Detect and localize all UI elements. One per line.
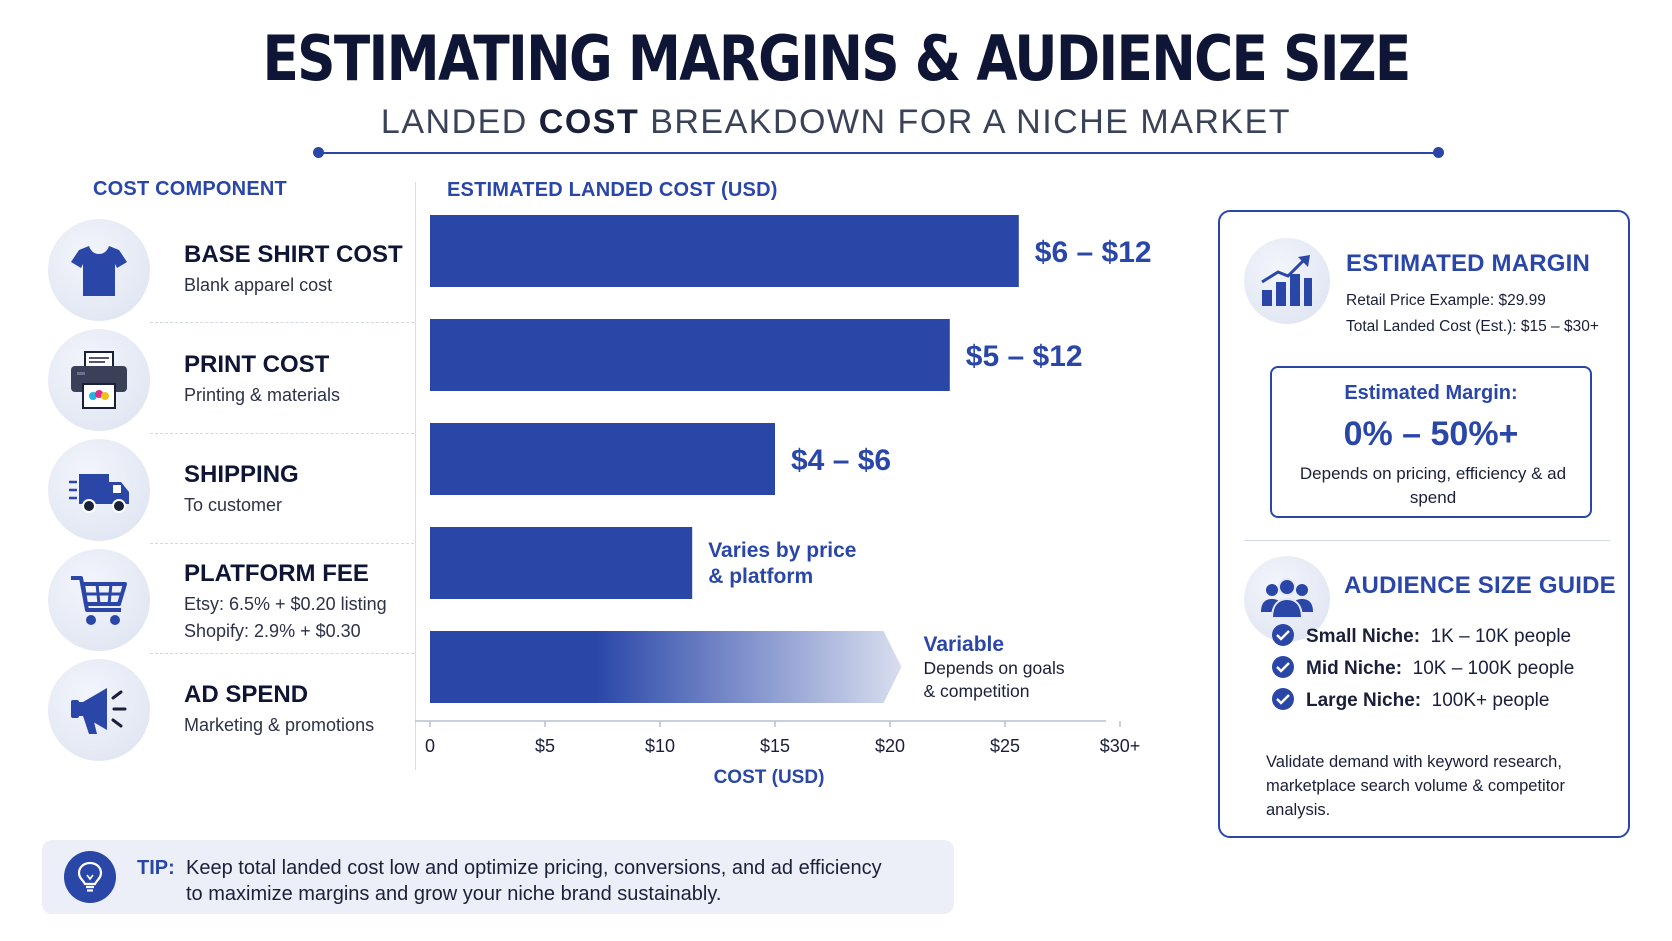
component-row-ad-spend: AD SPEND Marketing & promotions (48, 656, 414, 762)
estimated-margin-title: ESTIMATED MARGIN (1346, 250, 1591, 277)
row-separator (150, 322, 414, 323)
component-row-base-shirt: BASE SHIRT COST Blank apparel cost (48, 216, 414, 322)
bar-value-label-0: $6 – $12 (1035, 236, 1152, 269)
component-title: BASE SHIRT COST (184, 241, 403, 268)
row-separator (150, 433, 414, 434)
component-row-shipping: SHIPPING To customer (48, 436, 414, 542)
bar-value-label-3-0: Varies by price (708, 539, 856, 562)
margin-box-value: 0% – 50%+ (1343, 415, 1519, 453)
bar-value-label-4-0: Variable (924, 633, 1005, 656)
cost-component-heading: COST COMPONENT (93, 178, 287, 200)
people-group-icon (1244, 556, 1330, 642)
total-landed-cost: Total Landed Cost (Est.): $15 – $30+ (1346, 318, 1599, 335)
audience-item-label: Large Niche: (1306, 690, 1422, 711)
bar-value-label-4-2: & competition (924, 681, 1030, 701)
bar-value-label-3-1: & platform (708, 565, 813, 588)
lightbulb-icon (64, 851, 116, 903)
audience-item-value: 10K – 100K people (1412, 658, 1575, 679)
audience-item-large: Large Niche: 100K+ people (1272, 688, 1549, 712)
margin-box-label: Estimated Margin: (1344, 382, 1518, 404)
rule-dot-left (313, 147, 324, 158)
component-desc: Marketing & promotions (184, 715, 375, 735)
component-title: PLATFORM FEE (184, 560, 369, 587)
tip-banner: TIP: Keep total landed cost low and opti… (42, 840, 954, 914)
audience-validation-note: Validate demand with keyword research, m… (1266, 753, 1565, 819)
subtitle-pre: LANDED (380, 103, 539, 141)
audience-item-mid: Mid Niche: 10K – 100K people (1272, 656, 1574, 680)
x-tick-label-1: $5 (535, 736, 555, 756)
x-tick-label-2: $10 (645, 736, 675, 756)
margin-audience-panel: ESTIMATED MARGIN Retail Price Example: $… (1218, 210, 1630, 838)
tip-text: Keep total landed cost low and optimize … (186, 855, 946, 907)
component-desc: Etsy: 6.5% + $0.20 listing (184, 594, 387, 614)
x-tick-label-3: $15 (760, 736, 790, 756)
audience-item-label: Mid Niche: (1306, 658, 1403, 679)
retail-price-example: Retail Price Example: $29.99 (1346, 292, 1546, 309)
delivery-truck-icon (48, 439, 150, 541)
bar-value-label-4-1: Depends on goals (924, 658, 1065, 678)
megaphone-icon (48, 659, 150, 761)
bar-2 (430, 423, 775, 495)
audience-item-label: Small Niche: (1306, 626, 1421, 647)
bar-1 (430, 319, 950, 391)
x-tick-label-0: 0 (425, 736, 435, 756)
component-desc-secondary: Shopify: 2.9% + $0.30 (184, 621, 361, 641)
component-desc: To customer (184, 495, 283, 515)
x-tick-label-4: $20 (875, 736, 905, 756)
t-shirt-icon (48, 219, 150, 321)
tip-line-1: Keep total landed cost low and optimize … (186, 857, 882, 879)
bar-3 (430, 527, 693, 599)
audience-size-title: AUDIENCE SIZE GUIDE (1344, 572, 1616, 599)
audience-item-value: 100K+ people (1431, 690, 1550, 711)
estimated-margin-box: Estimated Margin: 0% – 50%+ Depends on p… (1270, 366, 1592, 518)
panel-separator (1244, 540, 1610, 541)
growth-chart-icon (1244, 238, 1330, 324)
rule-dot-right (1433, 147, 1444, 158)
component-desc: Blank apparel cost (184, 275, 333, 295)
bar-value-label-1: $5 – $12 (966, 340, 1083, 373)
page-subtitle: LANDED COST BREAKDOWN FOR A NICHE MARKET (0, 103, 1672, 142)
check-icon (1272, 688, 1294, 710)
subtitle-strong: COST (538, 103, 640, 141)
shopping-cart-icon (48, 549, 150, 651)
audience-item-small: Small Niche: 1K – 10K people (1272, 624, 1571, 648)
chart-title: ESTIMATED LANDED COST (USD) (447, 179, 778, 201)
check-icon (1272, 656, 1294, 678)
bar-4 (430, 631, 902, 703)
component-title: AD SPEND (184, 681, 309, 708)
title-rule (318, 152, 1438, 154)
column-divider (415, 182, 416, 770)
row-separator (150, 653, 414, 654)
check-icon (1272, 624, 1294, 646)
tip-line-2: to maximize margins and grow your niche … (186, 883, 722, 905)
component-row-print: PRINT COST Printing & materials (48, 326, 414, 432)
component-title: SHIPPING (184, 461, 299, 488)
bar-value-label-2: $4 – $6 (791, 444, 891, 477)
printer-icon (48, 329, 150, 431)
bar-0 (430, 215, 1019, 287)
component-title: PRINT COST (184, 351, 330, 378)
landed-cost-bar-chart: $6 – $12 $5 – $12 $4 – $6 Varies by price & … (415, 215, 1152, 788)
tip-label: TIP: (137, 857, 175, 879)
component-desc: Printing & materials (184, 385, 341, 405)
x-axis-title: COST (USD) (714, 767, 825, 788)
row-separator (150, 543, 414, 544)
component-row-platform-fee: PLATFORM FEE Etsy: 6.5% + $0.20 listing … (48, 546, 414, 652)
margin-box-note: Depends on pricing, efficiency & ad spen… (1299, 464, 1567, 507)
x-tick-label-6: $30+ (1100, 736, 1141, 756)
subtitle-post: BREAKDOWN FOR A NICHE MARKET (639, 103, 1292, 141)
x-tick-label-5: $25 (990, 736, 1020, 756)
audience-item-value: 1K – 10K people (1430, 626, 1572, 647)
page-title: ESTIMATING MARGINS & AUDIENCE SIZE (262, 22, 1411, 95)
